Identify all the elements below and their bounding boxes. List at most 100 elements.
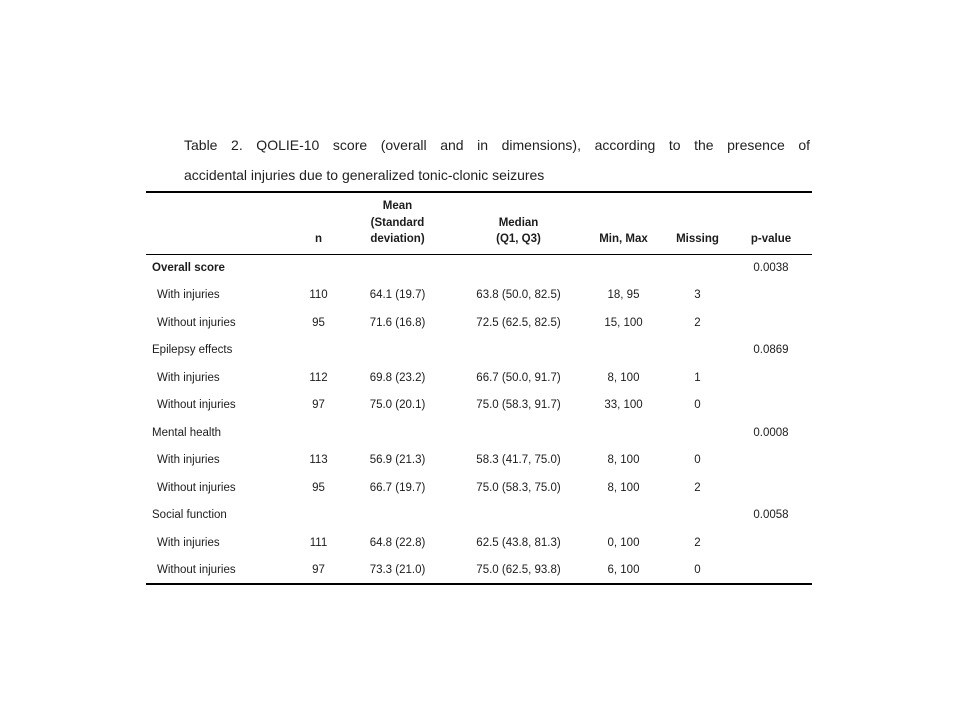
cell-n: 95 (312, 481, 325, 494)
section-row: Mental health 0.0008 (146, 419, 812, 447)
empty-cell (455, 337, 582, 365)
empty-cell (665, 502, 730, 530)
cell-missing: 0 (694, 399, 701, 412)
cell-median: 66.7 (50.0, 91.7) (476, 371, 561, 384)
column-header-mean-sd: Mean (Standard deviation) (340, 192, 455, 255)
column-header-row-label (146, 192, 297, 255)
row-label: Without injuries (157, 563, 236, 576)
cell-min-max: 8, 100 (607, 454, 640, 467)
table-title: Table 2. QOLIE-10 score (overall and in … (184, 130, 810, 190)
cell-n: 111 (309, 536, 328, 549)
table-row: Without injuries 97 75.0 (20.1) 75.0 (58.3,… (146, 392, 812, 420)
empty-cell (297, 337, 340, 365)
table-row: With injuries 113 56.9 (21.3) 58.3 (41.7, 7… (146, 447, 812, 475)
empty-cell (340, 419, 455, 447)
empty-cell (340, 337, 455, 365)
empty-cell (455, 419, 582, 447)
column-header-missing: Missing (665, 192, 730, 255)
empty-p-value-cell (730, 364, 812, 392)
cell-missing: 1 (694, 371, 701, 384)
empty-p-value-cell (730, 557, 812, 585)
row-label: With injuries (157, 454, 220, 467)
column-header-line: Mean (382, 200, 413, 212)
cell-median: 75.0 (62.5, 93.8) (476, 563, 561, 576)
empty-cell (340, 502, 455, 530)
header-row: n Mean (Standard deviation) Median (Q1, Q3) Mi… (146, 192, 812, 255)
empty-cell (455, 254, 582, 282)
cell-min-max: 6, 100 (607, 563, 640, 576)
cell-median: 75.0 (58.3, 75.0) (476, 481, 561, 494)
empty-p-value-cell (730, 474, 812, 502)
cell-mean-sd: 75.0 (20.1) (369, 399, 426, 412)
row-label: Without injuries (157, 481, 236, 494)
section-row: Social function 0.0058 (146, 502, 812, 530)
empty-cell (297, 254, 340, 282)
cell-min-max: 33, 100 (604, 399, 643, 412)
table-row: With injuries 110 64.1 (19.7) 63.8 (50.0, 8… (146, 282, 812, 310)
cell-n: 95 (312, 316, 325, 329)
cell-missing: 3 (694, 289, 701, 302)
cell-missing: 0 (694, 563, 701, 576)
cell-min-max: 0, 100 (607, 536, 640, 549)
column-header-line: (Standard (370, 216, 425, 229)
empty-cell (297, 502, 340, 530)
row-label: Without injuries (157, 316, 236, 329)
section-row: Overall score 0.0038 (146, 254, 812, 282)
table-row: Without injuries 95 66.7 (19.7) 75.0 (58.3,… (146, 474, 812, 502)
cell-mean-sd: 64.8 (22.8) (369, 536, 426, 549)
column-header-median-q1-q3: Median (Q1, Q3) (455, 192, 582, 255)
empty-p-value-cell (730, 282, 812, 310)
p-value-cell: 0.0038 (753, 262, 789, 274)
table-row: Without injuries 97 73.3 (21.0) 75.0 (62.5,… (146, 557, 812, 585)
column-header-min-max: Min, Max (582, 192, 665, 255)
cell-min-max: 15, 100 (604, 316, 643, 329)
empty-cell (455, 502, 582, 530)
cell-mean-sd: 73.3 (21.0) (369, 563, 426, 576)
row-label: With injuries (157, 289, 220, 302)
empty-cell (582, 419, 665, 447)
table-row: With injuries 111 64.8 (22.8) 62.5 (43.8, 8… (146, 529, 812, 557)
empty-cell (665, 254, 730, 282)
cell-min-max: 18, 95 (607, 289, 640, 302)
empty-cell (665, 419, 730, 447)
section-row: Epilepsy effects 0.0869 (146, 337, 812, 365)
cell-missing: 2 (694, 536, 701, 549)
section-label: Social function (152, 509, 227, 522)
cell-mean-sd: 69.8 (23.2) (369, 371, 426, 384)
column-header-line: (Q1, Q3) (496, 233, 541, 245)
p-value-cell: 0.0869 (753, 344, 789, 357)
p-value-cell: 0.0058 (753, 509, 789, 522)
empty-p-value-cell (730, 309, 812, 337)
empty-cell (582, 502, 665, 530)
table-title-line-2: accidental injuries due to generalized t… (184, 167, 545, 183)
cell-missing: 0 (694, 454, 701, 467)
cell-mean-sd: 64.1 (19.7) (369, 289, 426, 302)
section-label: Mental health (152, 426, 222, 439)
table-row: Without injuries 95 71.6 (16.8) 72.5 (62.5,… (146, 309, 812, 337)
cell-median: 58.3 (41.7, 75.0) (476, 454, 561, 467)
cell-n: 112 (309, 371, 328, 384)
empty-p-value-cell (730, 447, 812, 475)
column-header-line: Min, Max (599, 233, 648, 245)
row-label: Without injuries (157, 399, 236, 412)
row-label: With injuries (157, 371, 220, 384)
empty-p-value-cell (730, 529, 812, 557)
column-header-n: n (297, 192, 340, 255)
empty-cell (340, 254, 455, 282)
cell-missing: 2 (694, 481, 701, 494)
cell-mean-sd: 71.6 (16.8) (369, 316, 426, 329)
table-row: With injuries 112 69.8 (23.2) 66.7 (50.0, 9… (146, 364, 812, 392)
empty-cell (297, 419, 340, 447)
cell-n: 110 (309, 289, 328, 302)
empty-cell (582, 254, 665, 282)
cell-median: 62.5 (43.8, 81.3) (476, 536, 561, 549)
p-value-cell: 0.0008 (753, 426, 789, 439)
cell-min-max: 8, 100 (607, 481, 640, 494)
column-header-p-value: p-value (730, 192, 812, 255)
section-label: Overall score (152, 262, 225, 274)
cell-median: 72.5 (62.5, 82.5) (476, 316, 561, 329)
column-header-line: Median (498, 216, 539, 229)
cell-n: 113 (309, 454, 328, 467)
cell-median: 75.0 (58.3, 91.7) (476, 399, 561, 412)
